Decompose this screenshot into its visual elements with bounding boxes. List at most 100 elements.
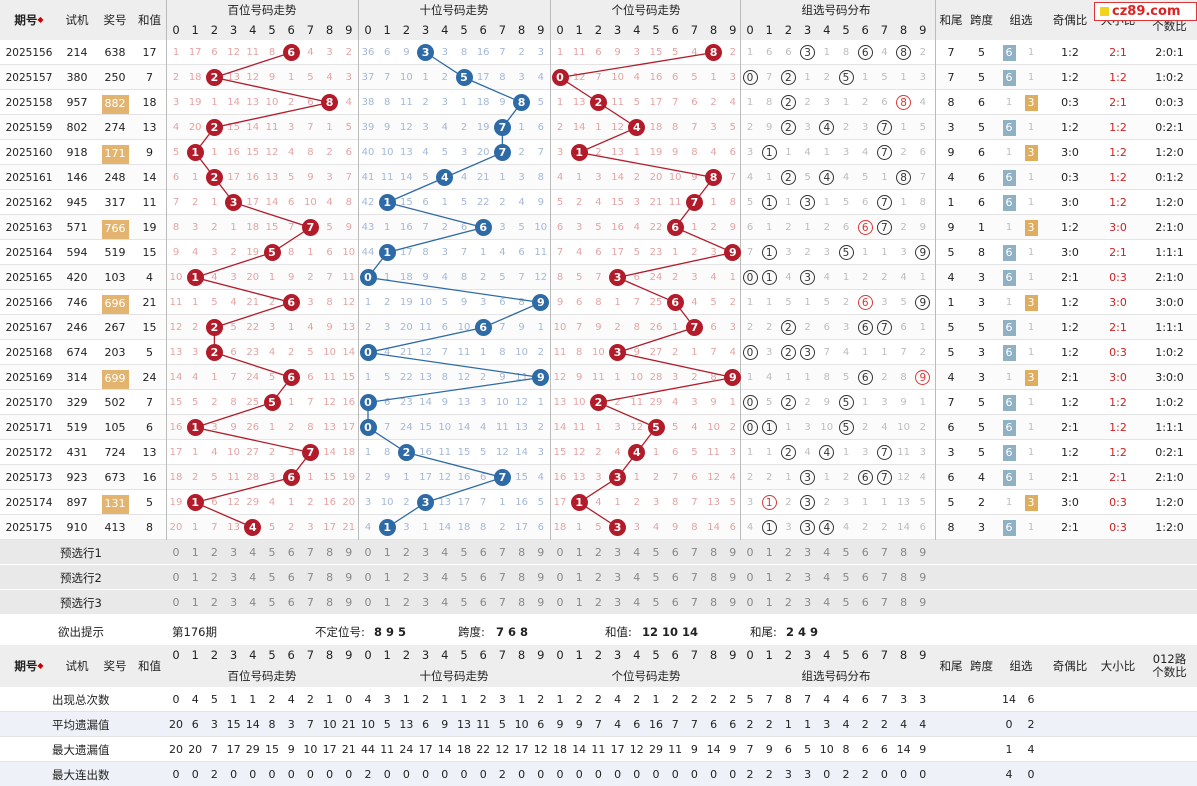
preset-digit[interactable]: 5 — [460, 546, 468, 559]
preset-digit[interactable]: 3 — [614, 546, 622, 559]
preset-digit[interactable]: 3 — [614, 571, 622, 584]
preset-digit[interactable]: 2 — [402, 596, 410, 609]
preset-digit[interactable]: 2 — [210, 596, 218, 609]
preset-digit[interactable]: 5 — [652, 596, 660, 609]
preset-digit[interactable]: 0 — [746, 596, 754, 609]
preset-row[interactable]: 预选行1 0 1 2 3 4 5 6 7 8 9 0 1 2 3 4 5 6 7 8 9 0 1 2 3 4 5 6 7 8 9 0 1 2 3 4 5… — [0, 540, 1197, 565]
preset-digit[interactable]: 2 — [402, 571, 410, 584]
preset-digit[interactable]: 3 — [230, 596, 238, 609]
preset-digit[interactable]: 4 — [249, 546, 257, 559]
preset-digit[interactable]: 3 — [804, 546, 812, 559]
preset-digit[interactable]: 1 — [383, 596, 391, 609]
preset-digit[interactable]: 9 — [919, 546, 927, 559]
preset-digit[interactable]: 4 — [633, 571, 641, 584]
preset-digit[interactable]: 5 — [842, 546, 850, 559]
preset-digit[interactable]: 1 — [383, 571, 391, 584]
preset-digit[interactable]: 6 — [479, 571, 487, 584]
preset-digit[interactable]: 0 — [172, 571, 180, 584]
preset-digit[interactable]: 4 — [441, 571, 449, 584]
header-group[interactable]: 组选 — [996, 0, 1046, 40]
preset-digit[interactable]: 6 — [479, 596, 487, 609]
header-odd-even[interactable]: 奇偶比 — [1046, 645, 1094, 687]
preset-digit[interactable]: 9 — [729, 571, 737, 584]
preset-digit[interactable]: 7 — [498, 596, 506, 609]
preset-digit[interactable]: 4 — [823, 546, 831, 559]
preset-digit[interactable]: 9 — [345, 596, 353, 609]
preset-digit[interactable]: 7 — [880, 571, 888, 584]
preset-row[interactable]: 预选行3 0 1 2 3 4 5 6 7 8 9 0 1 2 3 4 5 6 7 8 9 0 1 2 3 4 5 6 7 8 9 0 1 2 3 4 5… — [0, 590, 1197, 615]
preset-digit[interactable]: 2 — [210, 571, 218, 584]
preset-digit[interactable]: 8 — [326, 571, 334, 584]
preset-digit[interactable]: 8 — [900, 596, 908, 609]
preset-digit[interactable]: 3 — [422, 596, 430, 609]
preset-digit[interactable]: 8 — [900, 546, 908, 559]
preset-digit[interactable]: 8 — [710, 571, 718, 584]
preset-digit[interactable]: 6 — [287, 546, 295, 559]
header-odd-even[interactable]: 奇偶比 — [1046, 0, 1094, 40]
preset-digit[interactable]: 1 — [191, 596, 199, 609]
preset-digit[interactable]: 7 — [306, 571, 314, 584]
preset-digit[interactable]: 9 — [919, 596, 927, 609]
preset-digit[interactable]: 7 — [306, 596, 314, 609]
preset-digit[interactable]: 3 — [804, 571, 812, 584]
preset-digit[interactable]: 7 — [880, 596, 888, 609]
preset-digit[interactable]: 8 — [518, 571, 526, 584]
header-prize[interactable]: 奖号 — [96, 645, 134, 687]
header-period[interactable]: 期号 ◆ — [0, 0, 58, 40]
preset-digit[interactable]: 8 — [518, 546, 526, 559]
header-span[interactable]: 跨度 — [967, 645, 996, 687]
preset-digit[interactable]: 8 — [900, 571, 908, 584]
preset-digit[interactable]: 5 — [842, 596, 850, 609]
header-sum[interactable]: 和值 — [134, 0, 165, 40]
preset-digit[interactable]: 9 — [345, 571, 353, 584]
preset-digit[interactable]: 9 — [919, 571, 927, 584]
header-trial[interactable]: 试机 — [58, 0, 96, 40]
sort-icon[interactable]: ◆ — [37, 14, 44, 24]
preset-digit[interactable]: 0 — [172, 596, 180, 609]
header-big-small[interactable]: 大小比 — [1094, 645, 1142, 687]
preset-digit[interactable]: 6 — [287, 571, 295, 584]
preset-digit[interactable]: 2 — [402, 546, 410, 559]
preset-digit[interactable]: 8 — [326, 596, 334, 609]
preset-digit[interactable]: 6 — [671, 596, 679, 609]
preset-digit[interactable]: 8 — [710, 546, 718, 559]
preset-digit[interactable]: 6 — [671, 546, 679, 559]
preset-digit[interactable]: 1 — [575, 571, 583, 584]
header-tail[interactable]: 和尾 — [935, 645, 967, 687]
preset-digit[interactable]: 2 — [784, 596, 792, 609]
preset-digit[interactable]: 0 — [172, 546, 180, 559]
preset-digit[interactable]: 3 — [804, 596, 812, 609]
preset-digit[interactable]: 9 — [537, 546, 545, 559]
preset-digit[interactable]: 4 — [633, 596, 641, 609]
preset-digit[interactable]: 4 — [441, 596, 449, 609]
preset-digit[interactable]: 1 — [383, 546, 391, 559]
preset-digit[interactable]: 4 — [249, 596, 257, 609]
preset-digit[interactable]: 9 — [345, 546, 353, 559]
preset-digit[interactable]: 6 — [861, 571, 869, 584]
preset-digit[interactable]: 3 — [230, 571, 238, 584]
preset-digit[interactable]: 3 — [614, 596, 622, 609]
header-group[interactable]: 组选 — [996, 645, 1046, 687]
header-prize[interactable]: 奖号 — [96, 0, 134, 40]
preset-digit[interactable]: 6 — [287, 596, 295, 609]
preset-digit[interactable]: 9 — [729, 546, 737, 559]
preset-digit[interactable]: 9 — [729, 596, 737, 609]
preset-digit[interactable]: 4 — [823, 571, 831, 584]
preset-digit[interactable]: 4 — [249, 571, 257, 584]
preset-digit[interactable]: 0 — [364, 571, 372, 584]
preset-digit[interactable]: 1 — [191, 546, 199, 559]
preset-digit[interactable]: 4 — [823, 596, 831, 609]
preset-digit[interactable]: 0 — [364, 596, 372, 609]
preset-row[interactable]: 预选行2 0 1 2 3 4 5 6 7 8 9 0 1 2 3 4 5 6 7 8 9 0 1 2 3 4 5 6 7 8 9 0 1 2 3 4 5… — [0, 565, 1197, 590]
preset-digit[interactable]: 2 — [594, 571, 602, 584]
preset-digit[interactable]: 1 — [765, 596, 773, 609]
preset-digit[interactable]: 6 — [671, 571, 679, 584]
preset-digit[interactable]: 0 — [556, 596, 564, 609]
header-tail[interactable]: 和尾 — [935, 0, 967, 40]
preset-digit[interactable]: 2 — [784, 546, 792, 559]
preset-digit[interactable]: 1 — [575, 546, 583, 559]
preset-digit[interactable]: 5 — [268, 596, 276, 609]
preset-digit[interactable]: 0 — [556, 571, 564, 584]
preset-digit[interactable]: 7 — [690, 546, 698, 559]
preset-digit[interactable]: 7 — [498, 546, 506, 559]
